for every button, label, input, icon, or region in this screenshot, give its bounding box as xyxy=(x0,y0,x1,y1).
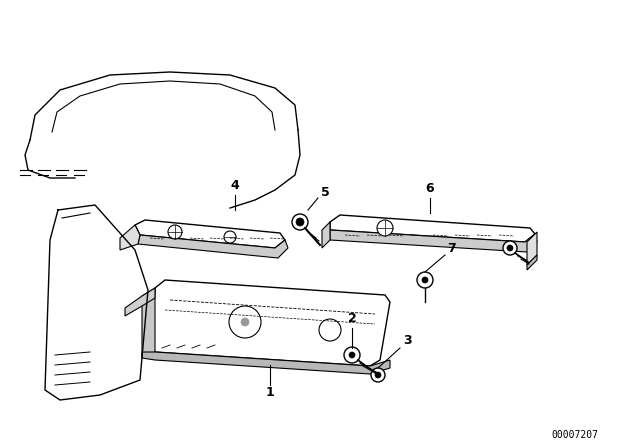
Circle shape xyxy=(371,368,385,382)
Text: 00007207: 00007207 xyxy=(552,430,598,440)
Polygon shape xyxy=(125,288,155,316)
Polygon shape xyxy=(330,215,535,242)
Circle shape xyxy=(422,277,428,283)
Polygon shape xyxy=(322,222,330,248)
Text: 3: 3 xyxy=(404,333,412,346)
Circle shape xyxy=(319,319,341,341)
Circle shape xyxy=(241,318,249,326)
Text: 2: 2 xyxy=(348,311,356,324)
Circle shape xyxy=(296,218,304,226)
Text: 5: 5 xyxy=(321,185,330,198)
Circle shape xyxy=(377,220,393,236)
Text: 7: 7 xyxy=(447,241,456,254)
Polygon shape xyxy=(120,225,140,250)
Circle shape xyxy=(168,225,182,239)
Circle shape xyxy=(507,245,513,251)
Polygon shape xyxy=(135,220,285,248)
Polygon shape xyxy=(527,255,537,270)
Polygon shape xyxy=(150,280,390,366)
Circle shape xyxy=(349,352,355,358)
Circle shape xyxy=(503,241,517,255)
Circle shape xyxy=(229,306,261,338)
Polygon shape xyxy=(142,288,155,358)
Polygon shape xyxy=(142,352,390,374)
Circle shape xyxy=(417,272,433,288)
Circle shape xyxy=(224,231,236,243)
Polygon shape xyxy=(138,235,288,258)
Circle shape xyxy=(344,347,360,363)
Text: 1: 1 xyxy=(266,387,275,400)
Circle shape xyxy=(292,214,308,230)
Circle shape xyxy=(375,372,381,378)
Polygon shape xyxy=(527,232,537,265)
Polygon shape xyxy=(330,230,537,252)
Text: 6: 6 xyxy=(426,181,435,194)
Text: 4: 4 xyxy=(230,178,239,191)
